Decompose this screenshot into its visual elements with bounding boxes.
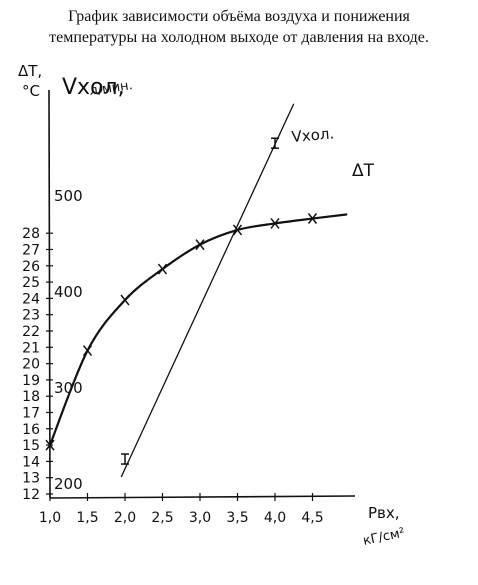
x-tick-label: 3,5 — [226, 510, 248, 526]
series-dT-point — [82, 345, 93, 357]
x-tick-label: 1,0 — [39, 510, 61, 526]
title-line-1: График зависимости объёма воздуха и пони… — [68, 8, 410, 25]
dT-tick-label: 22 — [22, 324, 40, 340]
series-dT-line — [48, 213, 348, 447]
dT-tick-label: 19 — [22, 373, 40, 389]
y-axis-unit-V: л/мин. — [88, 78, 133, 99]
x-tick-label: 2,5 — [151, 510, 173, 526]
x-tick-label: 1,5 — [76, 510, 98, 526]
dT-tick-label: 28 — [22, 226, 40, 242]
series-dT-point — [270, 217, 280, 229]
x-tick-label: 4,5 — [301, 510, 323, 526]
series-label-dT: ΔT — [352, 161, 375, 181]
series-dT-point — [232, 224, 243, 236]
series-V-line — [120, 103, 295, 478]
dT-tick-label: 17 — [22, 406, 40, 422]
series-dT-point — [157, 263, 168, 275]
dT-tick-label: 21 — [22, 340, 40, 356]
y-axis-title-V: Vхол, — [62, 75, 125, 100]
x-tick-label: 4,0 — [264, 510, 286, 526]
dT-tick-label: 13 — [22, 471, 40, 487]
x-tick-label: 3,0 — [189, 510, 211, 526]
dT-tick-label: 12 — [22, 487, 40, 503]
y-axis-title-dT: ΔT, — [18, 62, 42, 80]
dT-tick-label: 26 — [22, 259, 40, 275]
dT-tick-label: 25 — [22, 275, 40, 291]
V-tick-label: 500 — [54, 187, 83, 205]
V-tick-label: 300 — [54, 379, 83, 397]
series-V-point — [121, 453, 129, 465]
x-axis-line — [49, 495, 356, 499]
y-axis-line — [48, 89, 51, 499]
chart-title: График зависимости объёма воздуха и пони… — [0, 6, 478, 48]
series-label-V: Vхол. — [291, 124, 335, 146]
dT-tick-label: 27 — [22, 243, 40, 259]
V-tick-label: 200 — [54, 475, 83, 493]
x-tick-label: 2,0 — [114, 510, 136, 526]
series-dT-point — [120, 294, 130, 306]
dT-tick-label: 16 — [22, 422, 40, 438]
series-dT-point — [45, 439, 55, 451]
title-line-2: температуры на холодном выходе от давлен… — [49, 29, 429, 46]
x-axis-unit: кГ/см² — [362, 525, 407, 548]
series-dT-point — [307, 213, 318, 224]
V-tick-label: 400 — [54, 283, 83, 301]
y-axis-unit-dT: °C — [22, 82, 40, 100]
dT-tick-label: 15 — [22, 438, 40, 454]
x-axis-title: Pвх, — [368, 504, 400, 522]
series-V-point — [271, 137, 279, 149]
series-dT-point — [195, 239, 205, 251]
dT-tick-label: 14 — [22, 454, 40, 470]
dT-tick-label: 20 — [22, 357, 40, 373]
dT-tick-label: 23 — [22, 308, 40, 324]
dT-tick-label: 24 — [22, 291, 40, 307]
dT-tick-label: 18 — [22, 389, 40, 405]
